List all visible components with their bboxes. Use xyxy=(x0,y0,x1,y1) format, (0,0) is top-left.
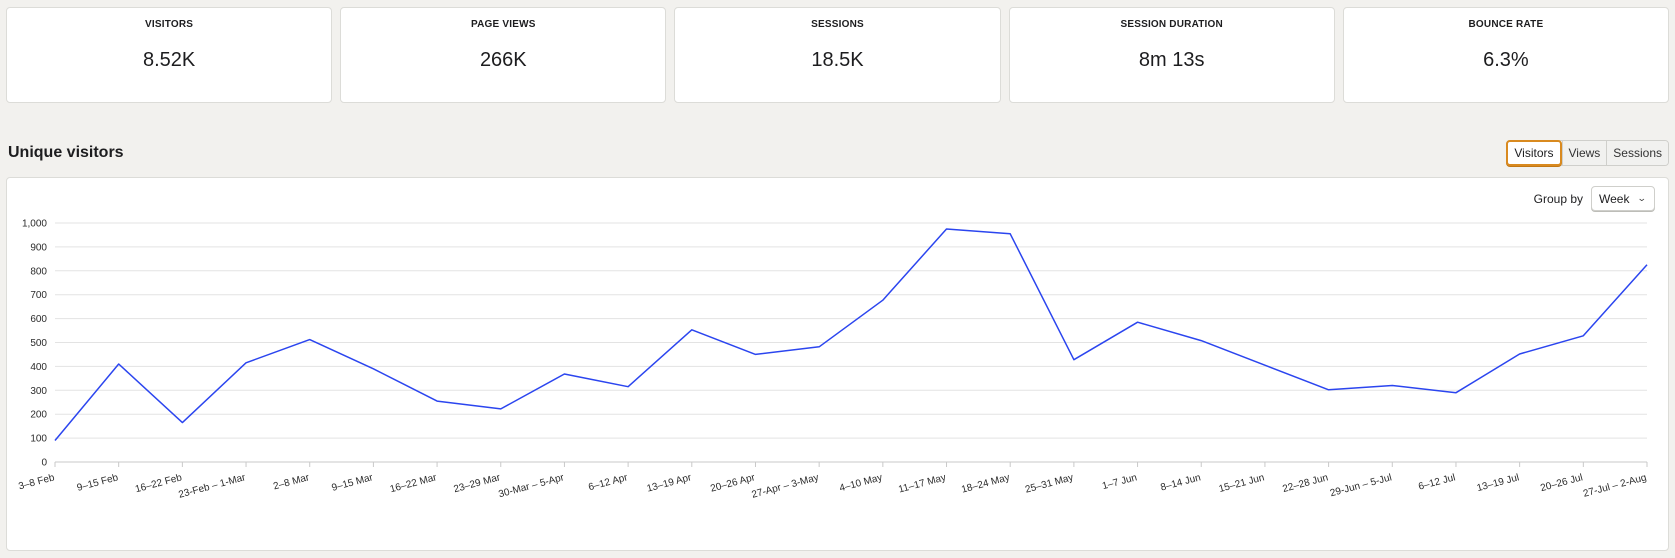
group-by-value: Week xyxy=(1599,191,1630,206)
stat-label: PAGE VIEWS xyxy=(471,19,536,30)
x-tick-label: 6–12 Apr xyxy=(587,472,629,493)
x-tick-label: 18–24 May xyxy=(960,472,1011,495)
data-point xyxy=(1646,264,1648,266)
stats-row: VISITORS 8.52K PAGE VIEWS 266K SESSIONS … xyxy=(6,7,1670,103)
stat-label: VISITORS xyxy=(145,19,194,30)
data-point xyxy=(1582,335,1584,337)
stat-card-page-views[interactable]: PAGE VIEWS 266K xyxy=(340,7,667,103)
x-tick-label: 16–22 Mar xyxy=(389,472,439,495)
data-point xyxy=(1009,233,1011,235)
toggle-sessions-button[interactable]: Sessions xyxy=(1606,141,1668,165)
stat-value: 8.52K xyxy=(142,49,196,71)
stat-label: SESSIONS xyxy=(811,19,864,30)
x-tick-label: 27-Jul – 2-Aug xyxy=(1582,472,1648,499)
x-tick-label: 20–26 Apr xyxy=(709,472,757,495)
x-tick-label: 6–12 Jul xyxy=(1417,472,1456,492)
section-title: Unique visitors xyxy=(8,144,124,161)
x-tick-label: 22–28 Jun xyxy=(1281,472,1329,495)
data-point xyxy=(117,363,119,365)
x-tick-label: 8–14 Jun xyxy=(1159,472,1202,493)
x-tick-label: 27-Apr – 3-May xyxy=(751,472,820,500)
data-point xyxy=(309,338,311,340)
data-point xyxy=(500,408,502,410)
x-tick-label: 3–8 Feb xyxy=(17,472,56,492)
x-tick-label: 30-Mar – 5-Apr xyxy=(497,472,565,500)
data-point xyxy=(882,299,884,301)
x-tick-label: 15–21 Jun xyxy=(1218,472,1266,495)
data-point xyxy=(1455,391,1457,393)
x-tick-label: 11–17 May xyxy=(897,472,947,495)
data-point xyxy=(1518,353,1520,355)
stat-card-bounce-rate[interactable]: BOUNCE RATE 6.3% xyxy=(1342,7,1670,103)
y-tick-label: 700 xyxy=(30,290,47,301)
stat-label: BOUNCE RATE xyxy=(1468,19,1544,30)
data-point xyxy=(436,400,438,402)
x-tick-label: 4–10 May xyxy=(838,472,883,494)
stat-label: SESSION DURATION xyxy=(1120,19,1223,30)
y-tick-label: 200 xyxy=(30,410,47,421)
data-point xyxy=(1200,339,1202,341)
y-tick-label: 1,000 xyxy=(22,219,47,230)
data-point xyxy=(754,353,756,355)
data-point xyxy=(691,329,693,331)
x-tick-label: 9–15 Mar xyxy=(331,472,375,494)
x-tick-label: 1–7 Jun xyxy=(1101,472,1138,492)
data-point xyxy=(54,439,56,441)
stat-card-visitors[interactable]: VISITORS 8.52K xyxy=(6,7,333,103)
y-tick-label: 800 xyxy=(30,266,47,277)
visitors-line-chart: 0 100 200 300 400 500 600 700 800 900 1,000 3–8 Feb… xyxy=(17,219,1648,501)
stat-value: 18.5K xyxy=(811,49,864,71)
x-tick-label: 13–19 Apr xyxy=(646,472,694,495)
stat-value: 8m 13s xyxy=(1138,49,1205,71)
data-point xyxy=(372,368,374,370)
y-tick-label: 900 xyxy=(30,242,47,253)
group-by-select[interactable]: Week ⌄ xyxy=(1591,186,1655,211)
x-tick-label: 13–19 Jul xyxy=(1476,472,1521,494)
y-tick-label: 100 xyxy=(30,434,47,445)
data-point xyxy=(1327,389,1329,391)
x-tick-label: 25–31 May xyxy=(1024,472,1075,495)
x-tick-label: 23-Feb – 1-Mar xyxy=(177,472,247,501)
data-point xyxy=(1264,364,1266,366)
data-point xyxy=(627,386,629,388)
group-by-control: Group by Week ⌄ xyxy=(1534,186,1655,211)
x-tick-label: 20–26 Jul xyxy=(1539,472,1584,494)
stat-card-sessions[interactable]: SESSIONS 18.5K xyxy=(674,7,1001,103)
stat-card-session-duration[interactable]: SESSION DURATION 8m 13s xyxy=(1008,7,1335,103)
y-tick-label: 400 xyxy=(30,362,47,373)
x-tick-label: 16–22 Feb xyxy=(134,472,183,495)
data-point xyxy=(945,228,947,230)
toggle-views-button[interactable]: Views xyxy=(1561,141,1607,165)
chevron-down-icon: ⌄ xyxy=(1637,193,1648,203)
x-tick-label: 29-Jun – 5-Jul xyxy=(1329,472,1393,499)
y-tick-label: 500 xyxy=(30,338,47,349)
data-point xyxy=(1391,384,1393,386)
data-point xyxy=(818,346,820,348)
y-tick-label: 0 xyxy=(41,458,47,469)
data-point xyxy=(563,373,565,375)
toggle-visitors-button[interactable]: Visitors xyxy=(1506,140,1562,166)
y-tick-label: 300 xyxy=(30,386,47,397)
group-by-label: Group by xyxy=(1533,191,1583,206)
stat-value: 266K xyxy=(479,49,527,71)
x-tick-label: 9–15 Feb xyxy=(76,472,120,494)
visitors-series-line xyxy=(54,228,1648,441)
metric-toggle: Visitors Views Sessions xyxy=(1506,140,1669,166)
x-tick-label: 23–29 Mar xyxy=(453,472,503,495)
data-point xyxy=(181,421,183,423)
data-point xyxy=(1136,321,1138,323)
y-tick-label: 600 xyxy=(30,314,47,325)
stat-value: 6.3% xyxy=(1483,49,1529,71)
data-point xyxy=(245,362,247,364)
data-point xyxy=(1073,359,1075,361)
x-tick-label: 2–8 Mar xyxy=(272,472,311,492)
chart-card: Group by Week ⌄ 0 100 200 300 400 500 600 700 80… xyxy=(6,177,1669,551)
